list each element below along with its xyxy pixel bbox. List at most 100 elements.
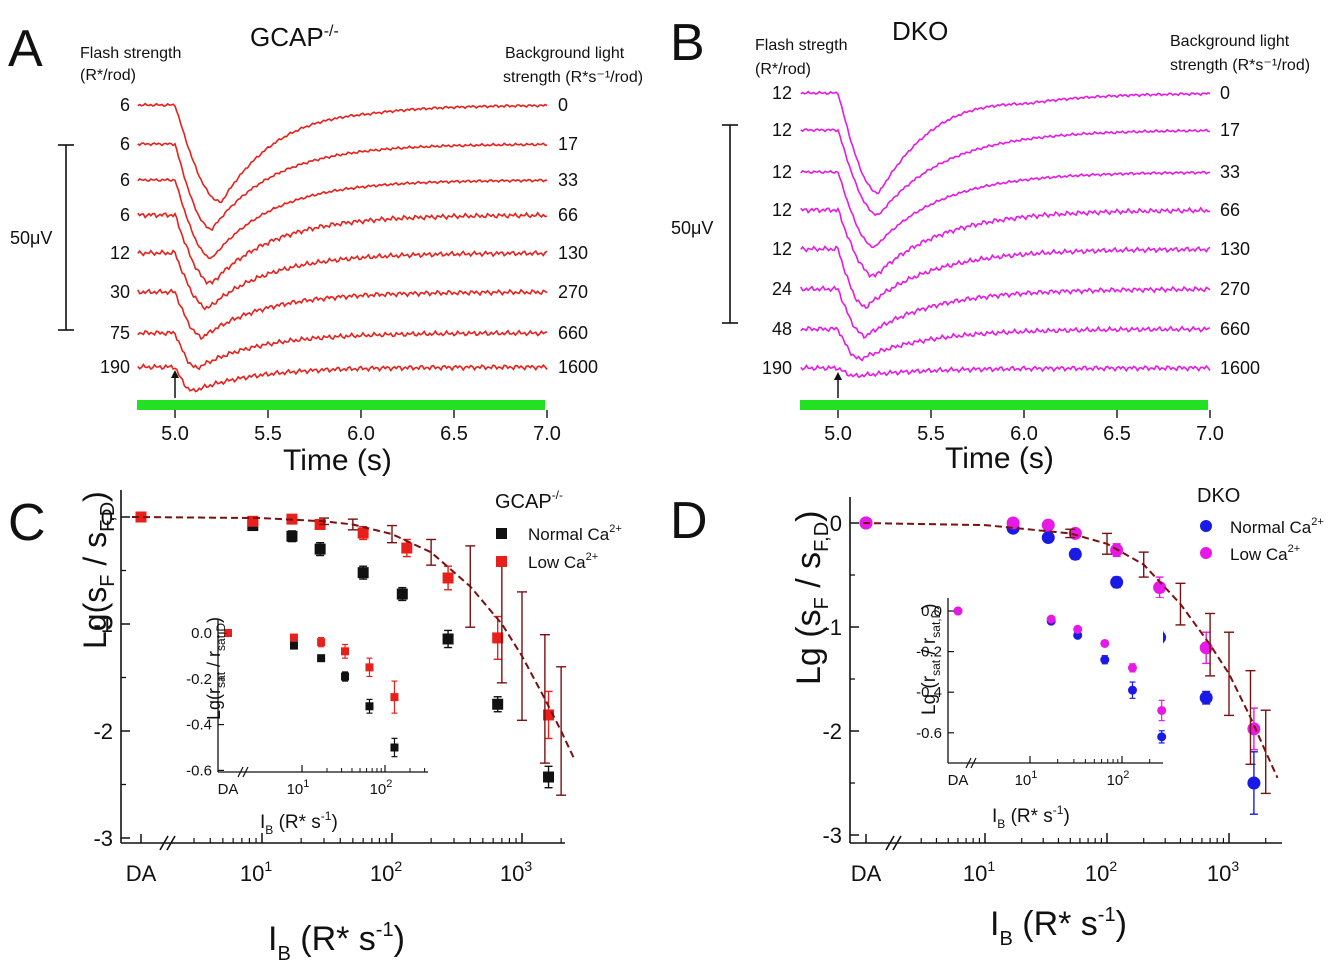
panel-c-x-exp: -1	[376, 919, 394, 941]
flash-strength-label: 190	[762, 358, 792, 378]
panel-d-x-label-main: I	[990, 905, 999, 943]
x-tick-label: 6.0	[347, 423, 375, 445]
background-strength-label: 66	[558, 205, 578, 225]
panel-c: C 0-1-2-3DA 101 102 103 Lg(sF / sF,D) IB (R…	[8, 488, 622, 965]
panel-b-flash-header: Flash stregth	[755, 37, 847, 54]
panel-d-y-label-main: Lg (s	[790, 609, 828, 685]
panel-a: A GCAP-/- Flash strength (R*/rod) Backgr…	[8, 20, 643, 477]
panel-c-axes: 0 -1 -2 -3 DA 101 102 103	[93, 505, 562, 886]
panel-c-legend-low: Low Ca2+	[528, 551, 598, 572]
panel-c-inset-x-label: IB (R* s-1)	[260, 809, 338, 837]
panel-d-axes: 0 -1 -2 -3 DA 101 102 103	[822, 511, 1267, 886]
inset-data-point	[390, 743, 399, 752]
panel-c-x-label: IB (R* s-1)	[268, 919, 405, 962]
data-point	[1006, 516, 1020, 530]
inset-y-tick-label: 0.0	[921, 603, 942, 620]
trace-5	[800, 285, 1211, 340]
data-point	[357, 567, 369, 579]
panel-a-x-axis: 5.0 5.5 6.0 6.5 7.0	[161, 410, 561, 445]
x-tick-label: 6.0	[1010, 423, 1038, 445]
inset-y-tick-label: -0.4	[186, 717, 212, 734]
panel-d-inset-x-unit: (R* s	[1005, 806, 1053, 827]
trace-3	[137, 211, 548, 286]
panel-b-letter: B	[670, 14, 705, 72]
inset-data-point	[341, 672, 350, 681]
inset-data-point	[1157, 732, 1167, 742]
panel-c-inset-x-close: )	[331, 812, 337, 833]
panel-c-y-close: )	[77, 491, 113, 502]
panel-d-inset-y-label-main: Lg (r	[919, 675, 940, 715]
panel-c-inset-axes: 0.0 -0.2 -0.4 -0.6 DA 101 102	[186, 625, 426, 798]
panel-a-scale-label: 50μV	[10, 228, 52, 248]
panel-d-x-label: IB (R* s-1)	[990, 904, 1127, 950]
panel-c-inset-y-sub1: sat	[214, 671, 228, 688]
inset-data-point	[365, 663, 374, 672]
trace-6	[800, 325, 1211, 362]
panel-d-inset-x-exp: -1	[1053, 803, 1064, 817]
flash-strength-label: 30	[110, 282, 130, 302]
panel-c-y-label-main: Lg(s	[77, 587, 113, 649]
inset-data-point	[390, 693, 399, 702]
x-tick-label: 5.5	[254, 423, 282, 445]
flash-strength-label: 12	[772, 83, 792, 103]
inset-data-point	[341, 647, 350, 656]
x-tick-label-da: DA	[126, 861, 157, 886]
panel-b-x-axis: 5.0 5.5 6.0 6.5 7.0	[824, 410, 1224, 445]
background-strength-label: 17	[1220, 120, 1240, 140]
trace-1	[800, 128, 1211, 217]
x-tick-label: 103	[1207, 858, 1239, 886]
panel-c-inset-x-label-main: I	[260, 812, 265, 833]
y-tick-label: -1	[822, 615, 842, 640]
inset-y-tick-label: -0.2	[916, 644, 942, 661]
panel-b-x-label: Time (s)	[945, 442, 1054, 475]
data-point	[442, 572, 454, 584]
trace-2	[800, 169, 1211, 249]
data-point	[442, 633, 454, 645]
panel-d-y-sub-f: F	[811, 597, 833, 609]
inset-x-tick-label-da: DA	[948, 772, 969, 789]
trace-6	[137, 329, 548, 371]
fit-curve	[131, 516, 575, 759]
panel-d-inset-y-close: )	[919, 603, 940, 609]
y-tick-label: -3	[822, 823, 842, 848]
panel-d-legend-low-marker	[1200, 547, 1212, 559]
inset-data-point	[1100, 638, 1110, 648]
flash-strength-label: 6	[120, 170, 130, 190]
panel-b-background-light-bar	[800, 400, 1208, 410]
x-tick-label: 102	[1085, 858, 1117, 886]
panel-a-flash-arrow	[171, 370, 179, 398]
panel-d-legend: DKO Normal Ca2+ Low Ca2+	[1197, 485, 1324, 564]
data-point	[247, 515, 259, 527]
panel-d-x-sub: B	[999, 928, 1012, 950]
panel-d-y-slash: / s	[790, 552, 828, 597]
trace-1	[137, 142, 548, 232]
inset-data-point	[1127, 685, 1137, 695]
panel-d-marks	[859, 516, 1279, 815]
background-strength-label: 270	[1220, 279, 1250, 299]
panel-b: B DKO Flash stregth (R*/rod) Background …	[670, 14, 1310, 475]
x-tick-label: 102	[370, 858, 402, 886]
flash-strength-label: 24	[772, 279, 792, 299]
panel-a-title: GCAP-/-	[250, 22, 339, 52]
inset-data-point	[289, 633, 298, 642]
x-tick-label: 5.0	[824, 423, 852, 445]
y-tick-label: 0	[830, 511, 842, 536]
panel-a-flash-unit: (R*/rod)	[80, 67, 136, 84]
data-point	[492, 698, 504, 710]
inset-y-tick-label: -0.6	[916, 725, 942, 742]
x-tick-label: 101	[240, 858, 272, 886]
trace-2	[137, 177, 548, 260]
data-point	[135, 511, 147, 523]
panel-c-legend-low-marker	[496, 556, 507, 567]
background-strength-label: 33	[1220, 162, 1240, 182]
panel-d-x-close: )	[1116, 905, 1127, 943]
panel-d-y-sub-fd: F,D	[811, 522, 833, 552]
x-tick-label: 6.5	[440, 423, 468, 445]
panel-c-x-unit: (R* s	[291, 920, 376, 958]
data-point	[1247, 776, 1261, 790]
flash-strength-label: 48	[772, 319, 792, 339]
panel-b-title: DKO	[892, 16, 948, 46]
inset-y-tick-label: -0.2	[186, 671, 212, 688]
